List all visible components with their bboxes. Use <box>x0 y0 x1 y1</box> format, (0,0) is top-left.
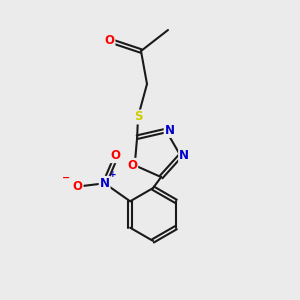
Text: N: N <box>179 149 189 162</box>
Text: O: O <box>110 149 120 162</box>
Text: +: + <box>109 170 117 179</box>
Text: N: N <box>165 124 175 137</box>
Text: O: O <box>127 159 137 172</box>
Text: −: − <box>61 173 70 183</box>
Text: O: O <box>104 34 115 47</box>
Text: S: S <box>134 110 142 124</box>
Text: N: N <box>100 177 110 190</box>
Text: O: O <box>73 180 82 193</box>
